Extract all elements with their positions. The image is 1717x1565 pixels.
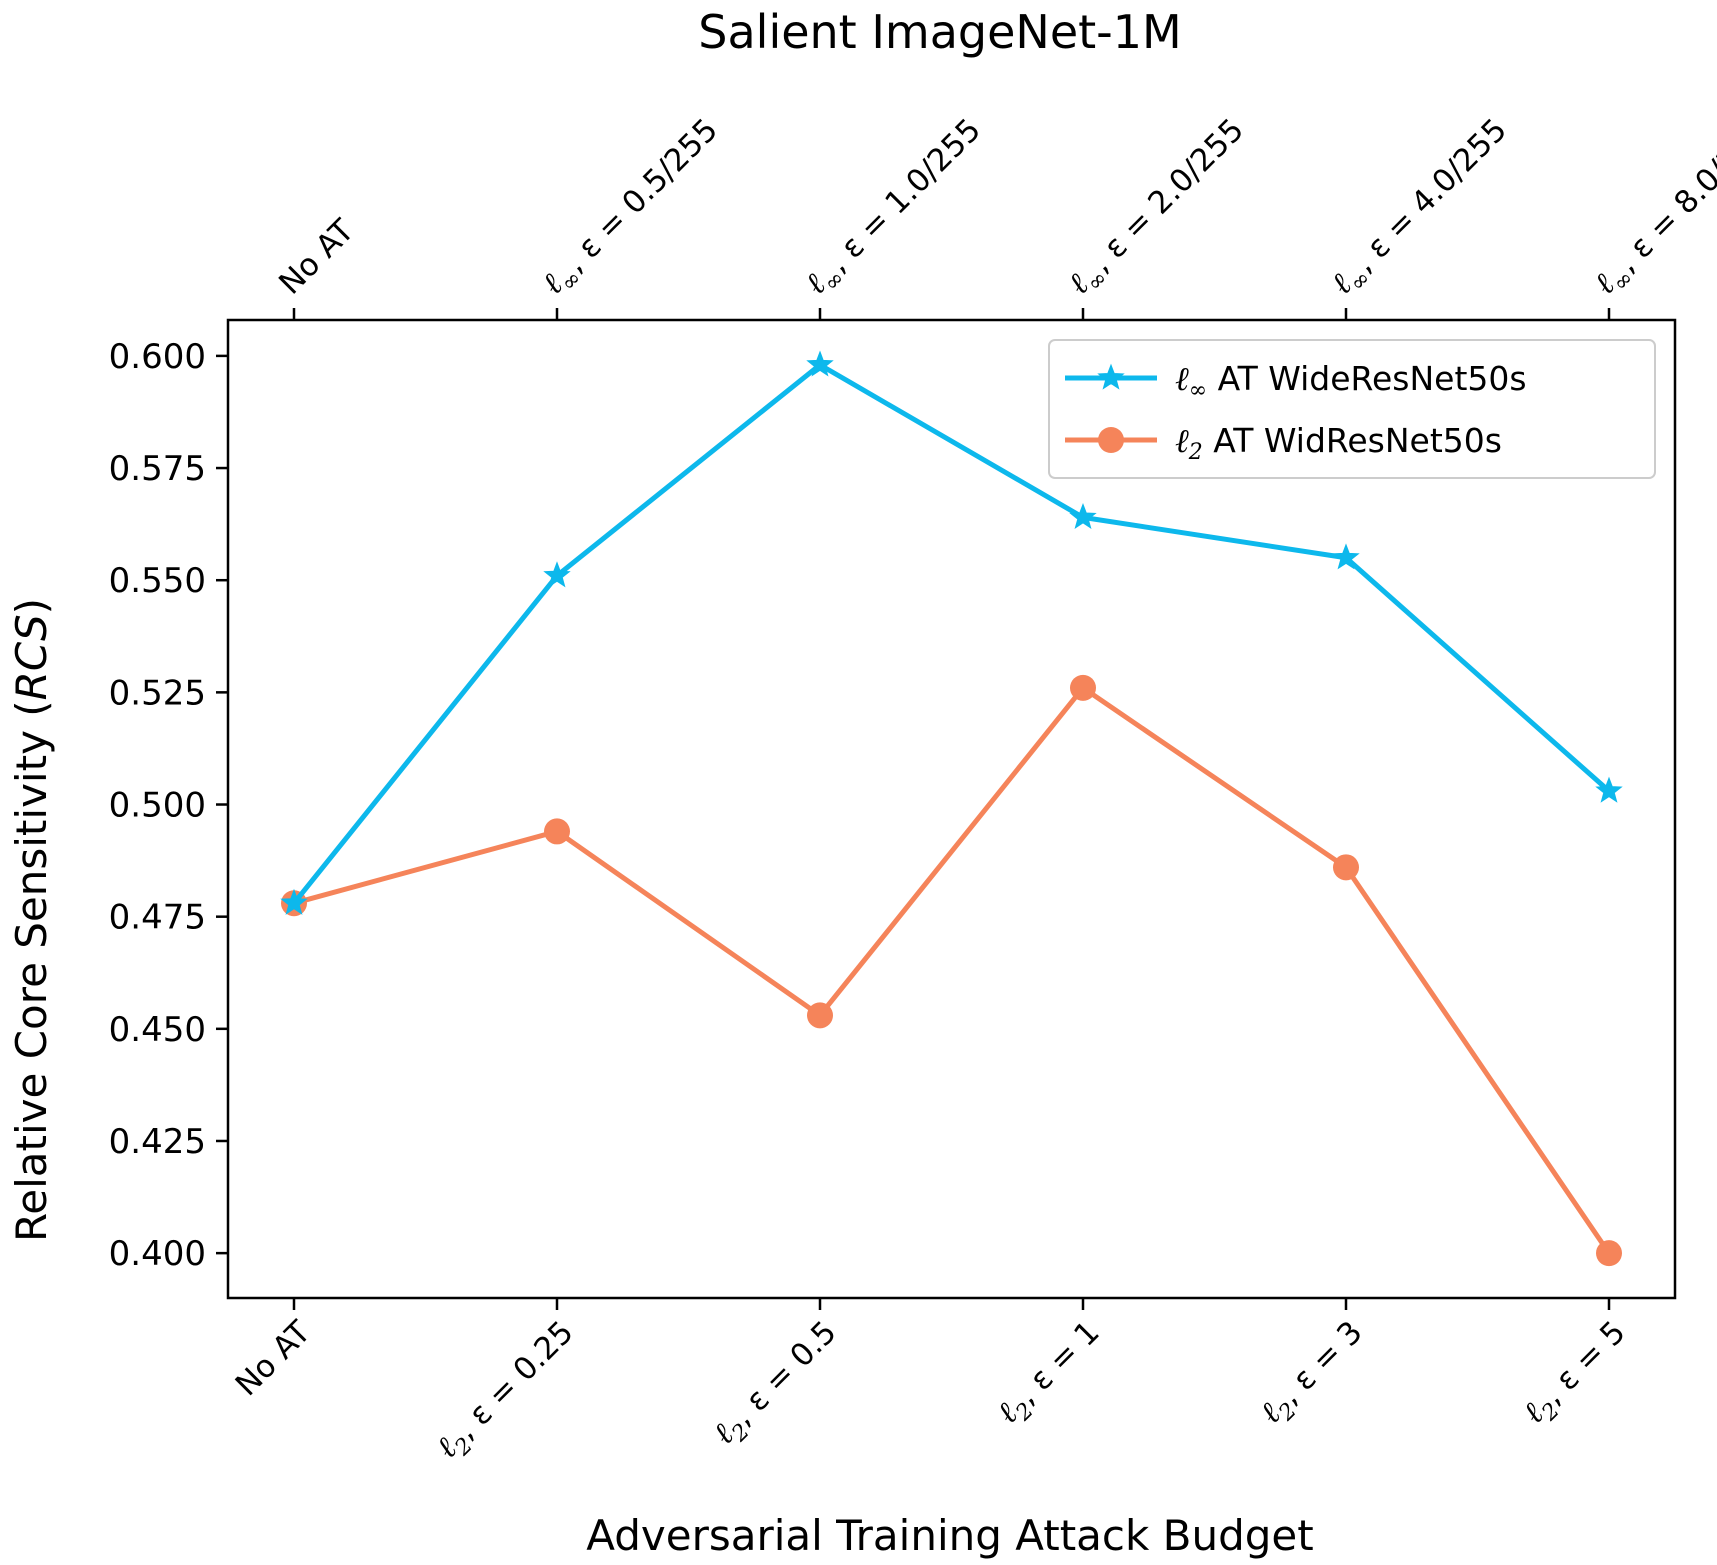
y-tick-label: 0.525 [109, 673, 206, 713]
top-category-label: ℓ∞, ε = 4.0/255 [1324, 112, 1518, 306]
data-point [543, 561, 571, 588]
data-point [1070, 674, 1096, 701]
category-label: ℓ2, ε = 0.25 [429, 1314, 585, 1470]
legend-marker [1098, 427, 1124, 453]
data-point [1596, 1240, 1622, 1267]
top-category-label: ℓ∞, ε = 1.0/255 [798, 112, 992, 306]
legend-box [1048, 339, 1656, 479]
data-point [544, 818, 570, 845]
category-label: No AT [229, 1313, 319, 1403]
category-label: ℓ2, ε = 5 [1516, 1314, 1637, 1435]
category-label: ℓ2, ε = 3 [1253, 1314, 1374, 1435]
series-0 [280, 350, 1623, 915]
series-line [292, 362, 1611, 905]
series-1 [281, 674, 1622, 1267]
legend: ℓ∞ AT WideResNet50s ℓ2 AT WidResNet50s [1048, 339, 1656, 479]
data-point [806, 350, 834, 377]
y-tick-label: 0.550 [109, 561, 206, 601]
x-axis-label: Adversarial Training Attack Budget [586, 1511, 1314, 1560]
category-label: ℓ2, ε = 1 [990, 1314, 1111, 1435]
y-tick-label: 0.600 [109, 337, 206, 377]
y-tick-label: 0.575 [109, 449, 206, 489]
y-tick-label: 0.500 [109, 786, 206, 826]
legend-entry: ℓ∞ AT WideResNet50s [1175, 359, 1527, 403]
top-category-label: ℓ∞, ε = 0.5/255 [535, 112, 729, 306]
legend-marker [1097, 363, 1125, 390]
top-category-label: No AT [272, 212, 362, 302]
y-tick-label: 0.475 [109, 898, 206, 938]
y-axis-label: Relative Core Sensitivity (RCS) [7, 598, 56, 1242]
y-tick-label: 0.400 [109, 1234, 206, 1274]
y-tick-label: 0.425 [109, 1122, 206, 1162]
data-point [280, 888, 308, 915]
data-point [807, 1002, 833, 1029]
top-category-label: ℓ∞, ε = 8.0/255 [1587, 112, 1717, 306]
top-category-label: ℓ∞, ε = 2.0/255 [1061, 112, 1255, 306]
data-point [1069, 502, 1097, 530]
series-line [293, 685, 1612, 1255]
data-point [1332, 543, 1360, 570]
data-point [1333, 854, 1359, 881]
chart-title: Salient ImageNet-1M [698, 5, 1181, 59]
plot-area: 0.400 0.425 0.450 0.475 0.500 0.525 0.550 0.575… [109, 112, 1717, 1470]
plot-frame [226, 318, 1677, 1300]
category-label: ℓ2, ε = 0.5 [706, 1314, 848, 1456]
legend-entry: ℓ2 AT WidResNet50s [1175, 421, 1502, 465]
y-tick-label: 0.450 [109, 1010, 206, 1050]
data-point [1595, 776, 1623, 803]
